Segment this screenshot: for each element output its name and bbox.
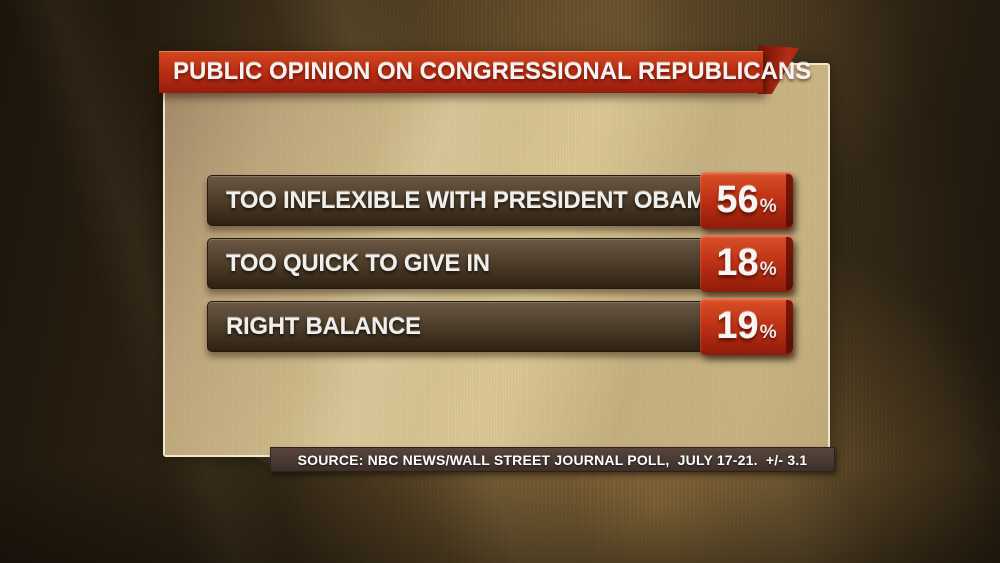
value-number: 19 [716, 305, 759, 347]
source-bar-tail [254, 457, 271, 466]
value-number: 18 [716, 242, 759, 284]
answer-label: TOO INFLEXIBLE WITH PRESIDENT OBAMA [226, 186, 724, 214]
poll-row: TOO QUICK TO GIVE IN 18 % [207, 235, 793, 292]
value-number: 56 [716, 179, 759, 221]
answer-label: TOO QUICK TO GIVE IN [226, 249, 490, 277]
poll-row: TOO INFLEXIBLE WITH PRESIDENT OBAMA 56 % [207, 172, 793, 229]
value-badge: 18 % [700, 235, 793, 292]
value-badge: 56 % [700, 172, 793, 229]
percent-sign: % [759, 259, 777, 280]
value-badge: 19 % [700, 298, 793, 355]
source-attribution: SOURCE: NBC NEWS/WALL STREET JOURNAL POL… [297, 451, 808, 468]
answer-bar: TOO QUICK TO GIVE IN [207, 238, 793, 289]
answer-bar: RIGHT BALANCE [207, 301, 793, 352]
poll-row: RIGHT BALANCE 19 % [207, 298, 793, 355]
title-banner: PUBLIC OPINION ON CONGRESSIONAL REPUBLIC… [159, 51, 811, 93]
percent-sign: % [759, 322, 777, 343]
answer-bar: TOO INFLEXIBLE WITH PRESIDENT OBAMA [207, 175, 793, 226]
page-title: PUBLIC OPINION ON CONGRESSIONAL REPUBLIC… [173, 58, 812, 85]
answer-label: RIGHT BALANCE [226, 312, 421, 340]
source-bar: SOURCE: NBC NEWS/WALL STREET JOURNAL POL… [254, 447, 835, 472]
percent-sign: % [759, 196, 777, 217]
